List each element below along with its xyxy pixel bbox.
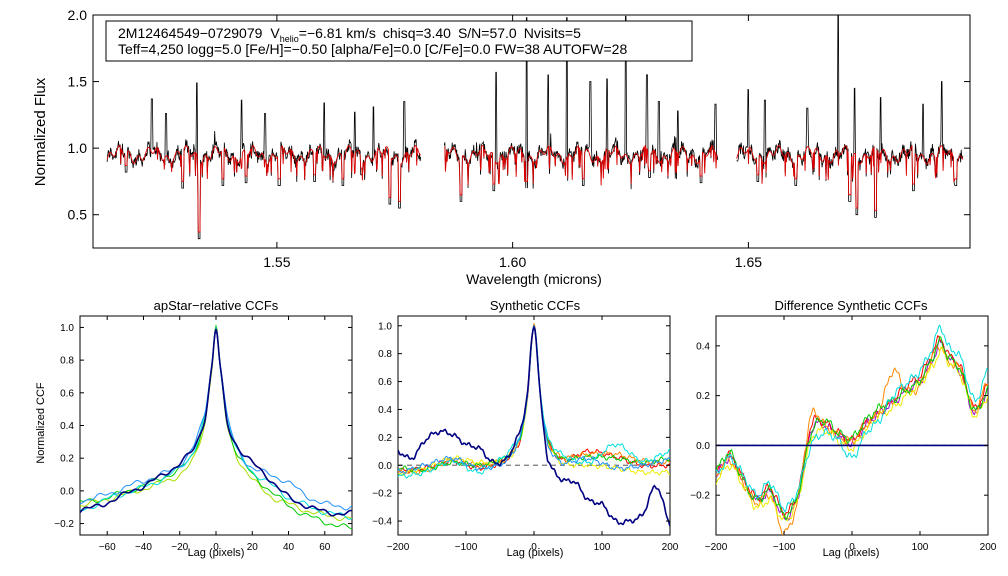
ccf1-ytick-label: 0.4 [60, 421, 74, 432]
ccf1-title: apStar−relative CCFs [154, 298, 279, 313]
vhelio-subscript: helio [280, 34, 299, 44]
spectrum-ytick-label: 1.0 [68, 140, 88, 156]
nvisits-value: Nvisits=5 [524, 25, 581, 41]
chart-series [80, 15, 988, 535]
ccf1-series-visit-4 [80, 324, 352, 530]
ccf2-ytick-label: 0.8 [378, 349, 392, 360]
ccf3-ytick-label: 0.0 [696, 441, 710, 452]
ccf3-title: Difference Synthetic CCFs [775, 298, 928, 313]
ccf1-series-visit-2 [80, 328, 352, 511]
annotation-line-1: 2M12464549−0729079 Vhelio=−6.81 km/s chisq… [118, 25, 581, 44]
ccf1-ylabel: Normalized CCF [35, 382, 47, 464]
spectrum-plot-area [106, 15, 964, 240]
ccf2-series-visit-5 [398, 323, 670, 476]
ccf3-series-visit-3 [716, 346, 988, 522]
ccf3-plot-area [716, 324, 988, 535]
ccf1-xtick-label: −20 [171, 542, 188, 553]
ccf2-title: Synthetic CCFs [490, 298, 581, 313]
top-xlabel: Wavelength (microns) [466, 271, 602, 287]
ccf2-ytick-label: 1.0 [378, 321, 392, 332]
spectrum-xtick-label: 1.60 [499, 254, 526, 270]
ccf2-ytick-label: −0.2 [372, 489, 392, 500]
ccf2-ytick-label: 0.0 [378, 461, 392, 472]
ccf1-ytick-label: 1.0 [60, 323, 74, 334]
ccf1-xlabel: Lag (pixels) [188, 547, 245, 559]
ccf3-xtick-label: 0 [849, 542, 855, 553]
ccf1-ytick-label: 0.6 [60, 388, 74, 399]
star-id: 2M12464549−0729079 [118, 25, 263, 41]
ccf3-xlabel: Lag (pixels) [823, 547, 880, 559]
ccf3-ytick-label: 0.2 [696, 391, 710, 402]
ccf1-xtick-label: −40 [135, 542, 152, 553]
ccf3-axes-frame [715, 315, 989, 536]
spectrum-xtick-label: 1.65 [735, 254, 762, 270]
snr-value: S/N=57.0 [458, 25, 517, 41]
vhelio-label: V [270, 25, 280, 41]
vhelio-value: =−6.81 km/s [299, 25, 376, 41]
ccf2-ytick-label: 0.4 [378, 405, 392, 416]
model-spectrum-line [106, 144, 964, 233]
ccf1-ytick-label: 0.2 [60, 454, 74, 465]
ccf3-series-visit-6 [716, 340, 988, 521]
axis-ticks: 1.55 1.60 1.650.51.01.52.0−60 −40 −20 0 20 40 60… [54, 7, 997, 553]
ccf2-xtick-label: 200 [662, 542, 679, 553]
ccf1-xtick-label: −60 [99, 542, 116, 553]
ccf2-series-visit-4 [398, 323, 670, 477]
ccf1-series-visit-1 [80, 328, 352, 517]
ccf1-ytick-label: −0.2 [54, 519, 74, 530]
spectrum-xtick-label: 1.55 [263, 254, 290, 270]
ccf1-axes-frame [79, 315, 353, 536]
ccf2-ytick-label: 0.2 [378, 433, 392, 444]
ccf1-series-visit-3 [80, 326, 352, 520]
ccf2-plot-area [398, 323, 670, 527]
spectrum-ytick-label: 1.5 [68, 73, 88, 89]
ccf2-series-combined [398, 324, 670, 527]
ccf1-xtick-label: 20 [247, 542, 259, 553]
ccf2-series-visit-6 [398, 324, 670, 474]
ccf3-xtick-label: 100 [912, 542, 929, 553]
ccf2-xtick-label: 100 [594, 542, 611, 553]
ccf3-xtick-label: −200 [705, 542, 728, 553]
ccf1-xtick-label: 40 [283, 542, 295, 553]
ccf2-axes-frame [397, 315, 671, 536]
ccf2-xlabel: Lag (pixels) [507, 547, 564, 559]
annotation-box [105, 20, 693, 62]
spectrum-axes-frame [92, 14, 971, 249]
ccf1-xtick-label: 60 [319, 542, 331, 553]
ccf2-series-visit-2 [398, 324, 670, 479]
ccf2-series-visit-1 [398, 324, 670, 475]
ccf2-xtick-label: −100 [455, 542, 478, 553]
ccf3-series-visit-1 [716, 324, 988, 513]
ccf2-ytick-label: 0.6 [378, 377, 392, 388]
ccf2-series-visit-3 [398, 325, 670, 473]
ccf2-ytick-label: −0.4 [372, 517, 392, 528]
ccf2-xtick-label: 0 [531, 542, 537, 553]
ccf3-xtick-label: 200 [980, 542, 997, 553]
ccf1-xtick-label: 0 [213, 542, 219, 553]
ccf1-plot-area [80, 324, 352, 530]
annotation-line-2: Teff=4,250 logg=5.0 [Fe/H]=−0.50 [alpha/… [118, 41, 627, 57]
chisq-value: chisq=3.40 [383, 25, 451, 41]
spectrum-ytick-label: 2.0 [68, 7, 88, 23]
ccf3-ytick-label: 0.4 [696, 341, 710, 352]
ccf2-xtick-label: −200 [387, 542, 410, 553]
ccf3-ytick-label: −0.2 [690, 491, 710, 502]
ccf1-series-visit-5 [80, 328, 352, 522]
ccf3-xtick-label: −100 [773, 542, 796, 553]
ccf1-ytick-label: 0.8 [60, 356, 74, 367]
top-ylabel: Normalized Flux [32, 77, 49, 186]
ccf3-series-visit-2 [716, 335, 988, 521]
ccf1-ytick-label: 0.0 [60, 486, 74, 497]
spectrum-ytick-label: 0.5 [68, 207, 88, 223]
